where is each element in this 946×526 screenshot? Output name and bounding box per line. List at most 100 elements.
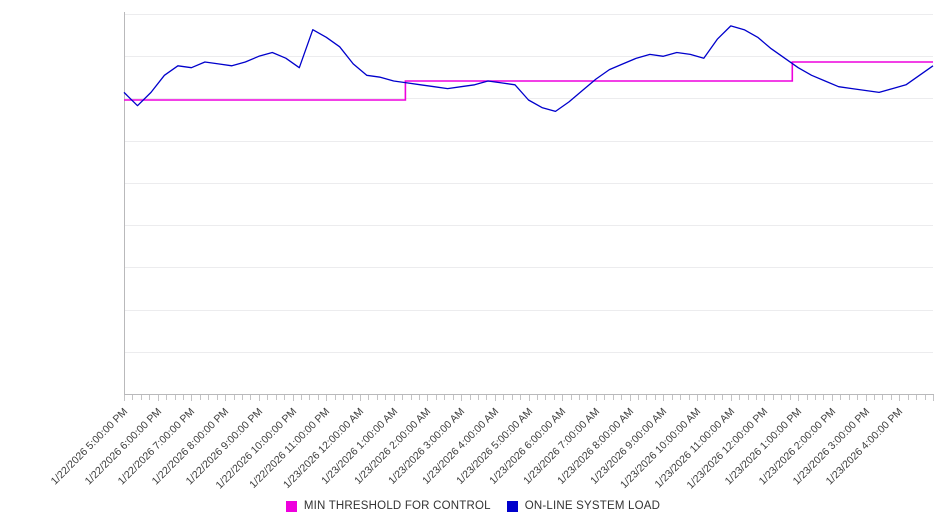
- x-axis-tick: [654, 395, 656, 400]
- gridline: [124, 141, 933, 142]
- x-axis-tick: [890, 395, 892, 400]
- x-axis-tick: [334, 395, 336, 400]
- x-axis-labels: 1/22/2026 5:00:00 PM 1/22/2026 6:00:00 PM…: [0, 394, 946, 492]
- x-axis-tick: [233, 395, 235, 400]
- series-line-on-line-system-load: [123, 25, 934, 113]
- series-container: [123, 25, 934, 113]
- x-axis-tick: [595, 395, 597, 401]
- x-axis-tick: [511, 395, 513, 400]
- x-axis-tick: [722, 395, 724, 400]
- legend-label-min-threshold-for-control: MIN THRESHOLD FOR CONTROL: [303, 500, 491, 512]
- x-axis-tick: [402, 395, 404, 400]
- x-axis-tick: [241, 395, 243, 400]
- x-axis-tick: [882, 395, 884, 400]
- x-axis-tick: [486, 395, 488, 400]
- x-axis-tick: [739, 395, 741, 400]
- x-axis-tick: [225, 395, 227, 401]
- x-axis-tick: [857, 395, 859, 400]
- x-axis-tick: [789, 395, 791, 400]
- x-axis-tick: [182, 395, 184, 400]
- y-axis-line: [124, 12, 125, 395]
- x-axis-tick: [461, 395, 463, 401]
- x-axis-tick: [730, 395, 732, 401]
- x-axis-tick: [697, 395, 699, 401]
- x-axis-line: [124, 394, 934, 395]
- x-axis-tick: [899, 395, 901, 401]
- x-axis-tick: [317, 395, 319, 400]
- gridline: [124, 352, 933, 353]
- legend-item-min-threshold-for-control[interactable]: MIN THRESHOLD FOR CONTROL: [285, 500, 491, 512]
- x-axis-tick: [798, 395, 800, 401]
- x-axis-tick: [208, 395, 210, 400]
- x-axis-tick: [157, 395, 159, 401]
- x-axis-tick: [300, 395, 302, 400]
- x-axis-tick: [267, 395, 269, 400]
- x-axis-tick: [874, 395, 875, 400]
- x-axis-tick: [907, 395, 909, 400]
- x-axis-tick: [284, 395, 286, 400]
- x-axis-tick: [343, 395, 345, 400]
- x-axis-tick: [385, 395, 387, 400]
- x-axis-tick: [646, 395, 648, 400]
- x-axis-tick: [815, 395, 817, 400]
- x-axis-tick: [528, 395, 530, 401]
- x-axis-tick: [250, 395, 252, 400]
- x-axis-tick: [410, 395, 412, 400]
- x-axis-tick: [309, 395, 311, 400]
- x-axis-tick: [140, 395, 142, 400]
- x-axis-tick: [326, 395, 328, 401]
- x-axis-tick: [545, 395, 547, 400]
- gridline: [124, 56, 933, 57]
- x-axis-tick: [756, 395, 758, 400]
- x-axis-tick: [764, 395, 766, 401]
- x-axis-tick: [663, 395, 665, 401]
- x-axis-tick: [705, 395, 707, 400]
- x-axis-tick: [688, 395, 690, 400]
- x-axis-tick: [520, 395, 522, 400]
- x-axis-tick: [671, 395, 673, 400]
- legend-swatch-blue: [506, 500, 518, 512]
- x-axis-tick: [579, 395, 581, 400]
- x-axis-tick: [604, 395, 606, 400]
- x-axis-tick: [124, 395, 125, 401]
- x-axis-tick: [621, 395, 623, 400]
- x-axis-tick: [612, 395, 614, 400]
- x-axis-tick: [435, 395, 437, 400]
- x-axis-tick: [275, 395, 277, 400]
- x-axis-tick: [570, 395, 572, 400]
- x-axis-tick: [132, 395, 134, 400]
- x-axis-tick: [292, 395, 294, 401]
- x-axis-tick: [536, 395, 538, 400]
- x-axis-tick: [713, 395, 715, 400]
- x-axis-tick: [916, 395, 918, 400]
- x-axis-tick: [865, 395, 867, 401]
- x-axis-tick: [199, 395, 201, 400]
- x-axis-tick: [351, 395, 353, 400]
- x-axis-tick: [418, 395, 420, 400]
- x-axis-tick: [831, 395, 833, 401]
- x-axis-tick: [166, 395, 168, 400]
- chart-legend: MIN THRESHOLD FOR CONTROL ON-LINE SYSTEM…: [0, 495, 946, 517]
- x-axis-tick: [806, 395, 808, 400]
- x-axis-tick: [503, 395, 505, 400]
- x-axis-tick: [149, 395, 151, 400]
- x-axis-tick: [444, 395, 446, 400]
- x-axis-tick: [376, 395, 378, 400]
- x-axis-tick-marks: [124, 395, 934, 402]
- x-axis-tick: [191, 395, 193, 401]
- x-axis-tick: [848, 395, 850, 400]
- legend-item-on-line-system-load[interactable]: ON-LINE SYSTEM LOAD: [506, 500, 660, 512]
- gridline: [124, 310, 933, 311]
- x-axis-tick: [781, 395, 783, 400]
- x-axis-tick: [680, 395, 682, 400]
- gridline: [124, 183, 933, 184]
- x-axis-tick: [427, 395, 429, 401]
- x-axis-tick: [553, 395, 555, 400]
- x-axis-tick: [933, 395, 934, 401]
- legend-swatch-magenta: [285, 500, 297, 512]
- x-axis-tick: [840, 395, 842, 400]
- x-axis-tick: [216, 395, 218, 400]
- x-axis-tick: [823, 395, 825, 400]
- gridline: [124, 14, 933, 15]
